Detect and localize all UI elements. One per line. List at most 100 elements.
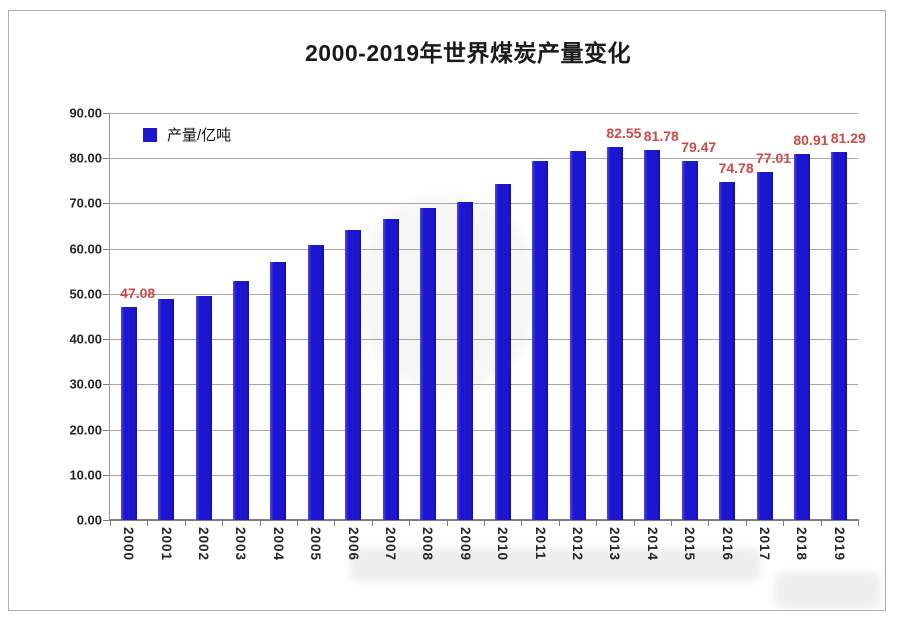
x-axis-label: 2016 bbox=[719, 527, 735, 562]
gridline bbox=[110, 203, 858, 205]
x-axis-tick bbox=[446, 520, 448, 526]
bar-2018 bbox=[793, 154, 810, 520]
x-axis-tick bbox=[222, 520, 224, 526]
bar-2005 bbox=[307, 245, 324, 520]
y-axis-tick bbox=[103, 113, 109, 114]
bar-2015 bbox=[681, 160, 698, 520]
x-axis-tick bbox=[484, 520, 485, 526]
bar-2010 bbox=[494, 183, 511, 520]
data-label: 80.91 bbox=[793, 132, 829, 149]
y-axis-tick bbox=[103, 520, 109, 521]
gridline bbox=[110, 293, 858, 295]
y-axis-label: 50.00 bbox=[69, 286, 102, 302]
bar-2012 bbox=[569, 150, 586, 520]
data-label: 82.55 bbox=[606, 124, 642, 141]
y-axis-tick bbox=[103, 158, 109, 160]
x-axis-label: 2018 bbox=[794, 527, 810, 562]
y-axis-label: 30.00 bbox=[69, 376, 102, 392]
legend-swatch-icon bbox=[143, 127, 157, 142]
gridline bbox=[110, 339, 858, 341]
bar-2004 bbox=[270, 262, 287, 520]
x-axis-label: 2004 bbox=[270, 527, 286, 562]
bar-2011 bbox=[532, 161, 549, 520]
x-axis-tick bbox=[633, 520, 635, 526]
x-axis-tick bbox=[708, 520, 710, 526]
y-axis-label: 70.00 bbox=[69, 195, 102, 211]
x-axis-label: 2015 bbox=[682, 527, 698, 562]
x-axis-tick bbox=[184, 520, 186, 526]
x-axis-tick bbox=[409, 520, 411, 526]
bar-2007 bbox=[382, 219, 399, 520]
data-label: 81.78 bbox=[643, 128, 679, 145]
x-axis-tick bbox=[783, 520, 785, 526]
y-axis-tick bbox=[103, 293, 109, 295]
bar-2014 bbox=[644, 150, 661, 520]
gridline bbox=[110, 248, 858, 250]
gridline bbox=[110, 474, 858, 476]
y-axis-tick bbox=[103, 474, 109, 476]
y-axis-tick bbox=[103, 339, 109, 341]
y-axis-label: 40.00 bbox=[69, 331, 102, 347]
legend: 产量/亿吨 bbox=[143, 124, 231, 145]
x-axis-tick bbox=[745, 520, 747, 526]
data-label: 79.47 bbox=[681, 138, 717, 155]
y-axis-tick bbox=[103, 384, 109, 386]
x-axis-label: 2011 bbox=[532, 527, 548, 561]
x-axis-tick bbox=[110, 520, 111, 526]
watermark-blob bbox=[775, 572, 880, 608]
gridline bbox=[110, 113, 858, 114]
x-axis-tick bbox=[147, 520, 149, 526]
x-axis-label: 2006 bbox=[345, 527, 361, 562]
y-axis-label: 20.00 bbox=[69, 422, 102, 438]
x-axis-label: 2010 bbox=[495, 527, 511, 562]
gridline bbox=[110, 429, 858, 431]
y-axis-tick bbox=[103, 248, 109, 250]
data-label: 81.29 bbox=[830, 130, 866, 147]
image-frame bbox=[8, 10, 886, 611]
x-axis-tick bbox=[297, 520, 298, 526]
x-axis-tick bbox=[521, 520, 523, 526]
x-axis-label: 2009 bbox=[457, 527, 473, 562]
x-axis-label: 2017 bbox=[757, 527, 772, 562]
y-axis-tick bbox=[103, 203, 109, 205]
x-axis-tick bbox=[558, 520, 560, 526]
y-axis-label: 90.00 bbox=[69, 105, 102, 121]
bar-2016 bbox=[719, 181, 736, 520]
bar-2001 bbox=[158, 298, 175, 520]
bar-2006 bbox=[345, 230, 362, 520]
bar-2019 bbox=[831, 152, 848, 520]
x-axis-label: 2000 bbox=[121, 527, 137, 562]
legend-label: 产量/亿吨 bbox=[167, 127, 232, 144]
bar-2009 bbox=[457, 202, 474, 520]
bar-2017 bbox=[756, 171, 773, 520]
x-axis-label: 2014 bbox=[644, 527, 660, 562]
data-label: 47.08 bbox=[120, 285, 156, 302]
chart-title: 2000-2019年世界煤炭产量变化 bbox=[305, 40, 631, 66]
x-axis-label: 2013 bbox=[607, 527, 623, 562]
x-axis-tick bbox=[596, 520, 598, 526]
bar-2000 bbox=[120, 307, 137, 520]
bar-2008 bbox=[419, 207, 436, 520]
gridline bbox=[110, 384, 858, 386]
bar-2002 bbox=[195, 295, 212, 520]
bar-2003 bbox=[232, 280, 249, 520]
x-axis-tick bbox=[858, 520, 859, 526]
x-axis-tick bbox=[671, 520, 672, 526]
y-axis-label: 10.00 bbox=[69, 467, 102, 483]
x-axis-label: 2019 bbox=[831, 527, 847, 562]
x-axis-label: 2001 bbox=[158, 527, 174, 562]
bar-2013 bbox=[606, 146, 623, 520]
data-label: 74.78 bbox=[718, 159, 754, 176]
y-axis-label: 0.00 bbox=[76, 512, 102, 528]
x-axis-tick bbox=[259, 520, 261, 526]
x-axis-tick bbox=[820, 520, 822, 526]
x-axis-label: 2002 bbox=[196, 527, 211, 562]
x-axis-label: 2003 bbox=[233, 527, 249, 562]
x-axis-tick bbox=[371, 520, 373, 526]
x-axis-label: 2007 bbox=[383, 527, 398, 562]
y-axis-label: 80.00 bbox=[69, 150, 102, 166]
x-axis-tick bbox=[334, 520, 336, 526]
plot-area: 产量/亿吨 0.00 10.00 20.00 30.00 40.00 50.00 60.00… bbox=[69, 106, 865, 562]
y-axis-label: 60.00 bbox=[69, 241, 102, 257]
x-axis-label: 2008 bbox=[420, 527, 436, 562]
